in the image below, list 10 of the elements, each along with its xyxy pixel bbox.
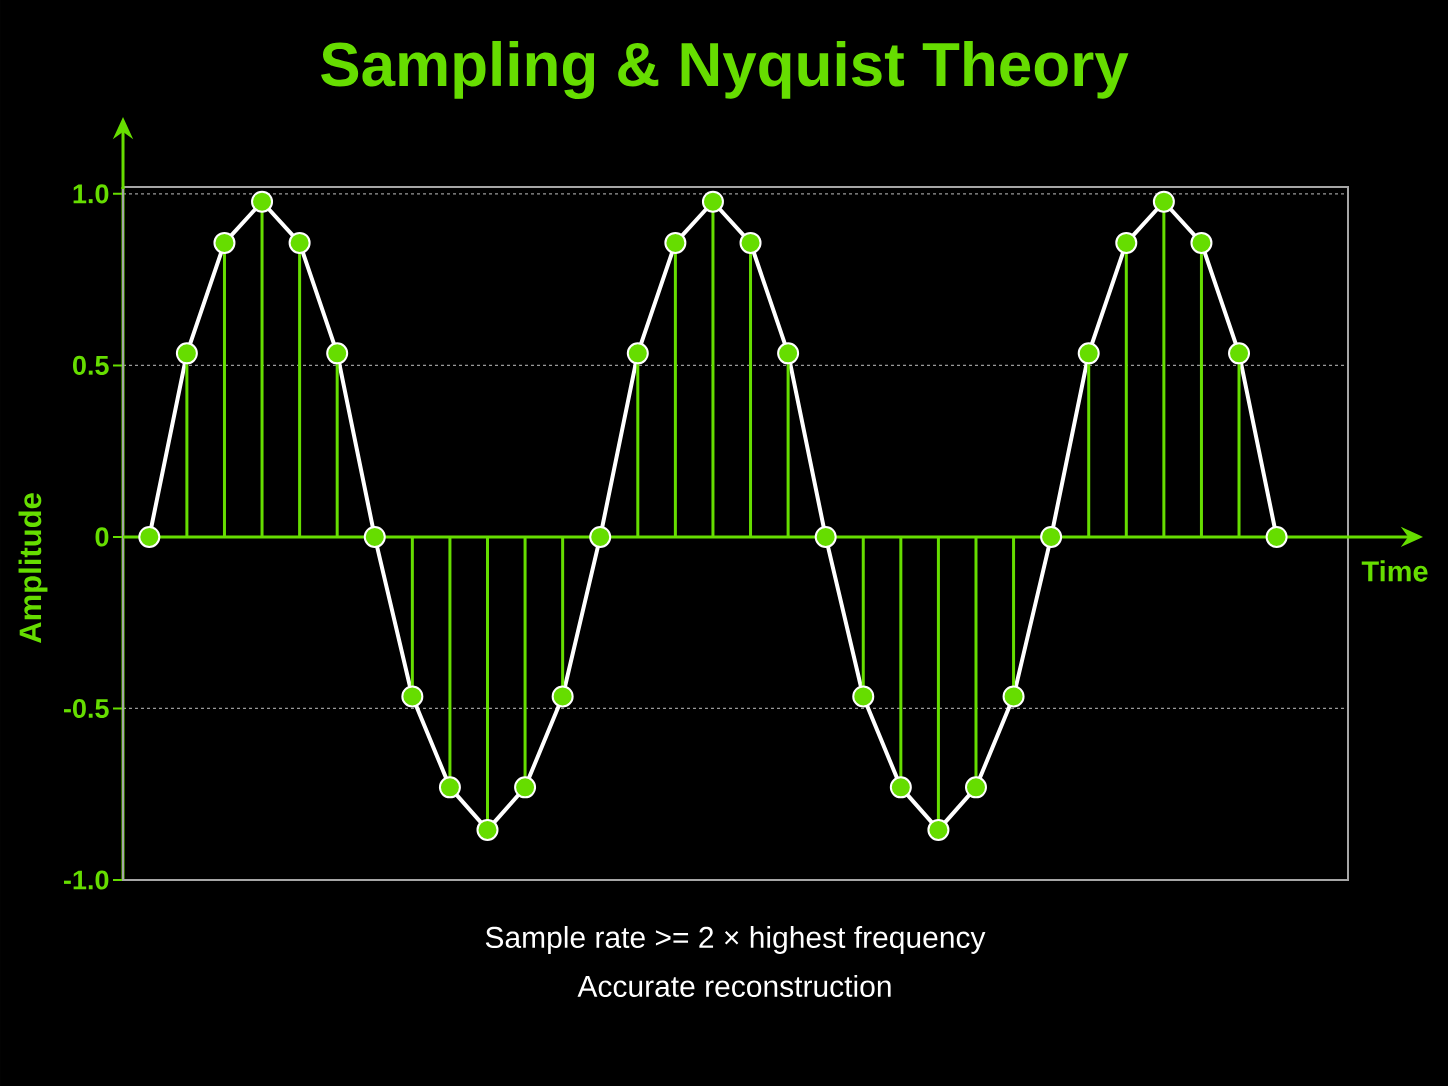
x-axis-title: Time	[1361, 560, 1428, 582]
y-tick-label: 0.5	[73, 355, 109, 375]
y-tick-label: 1.0	[73, 184, 109, 204]
text: Sample rate >= 2 × highest frequency	[485, 926, 986, 954]
y-axis-title: Amplitude	[18, 493, 48, 643]
y-tick-label: -1.0	[64, 870, 109, 890]
chart-title: Sampling & Nyquist Theory	[321, 40, 1129, 100]
text: Accurate reconstruction	[577, 974, 891, 997]
y-tick-label: 0	[95, 527, 109, 547]
y-tick-label: -0.5	[64, 698, 109, 719]
